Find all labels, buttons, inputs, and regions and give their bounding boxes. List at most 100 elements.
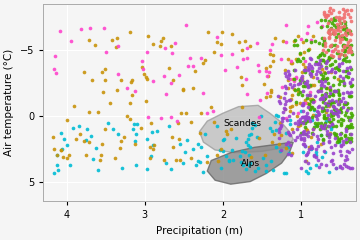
Point (338, 118, 344, 121)
Point (300, 109, 306, 113)
Point (132, 142, 138, 146)
Point (184, 138, 190, 142)
Point (328, 159, 334, 162)
Point (313, 155, 319, 158)
Point (89, 134, 94, 138)
Point (281, 171, 287, 175)
Point (329, 122, 335, 126)
Point (315, 144, 321, 147)
Point (293, 68, 298, 72)
Point (337, 108, 343, 112)
Point (342, 162, 347, 166)
Point (287, 98, 292, 102)
Point (278, 148, 284, 152)
Point (310, 126, 316, 130)
Point (297, 52, 302, 56)
Point (321, 53, 327, 57)
Point (211, 120, 216, 124)
Point (292, 83, 297, 87)
Point (239, 150, 245, 153)
Point (245, 144, 251, 147)
Point (289, 151, 294, 155)
Point (348, 136, 354, 140)
Point (133, 163, 139, 167)
Point (345, 75, 351, 79)
Point (329, 62, 335, 66)
Point (115, 72, 121, 76)
Point (334, 132, 339, 136)
Point (246, 163, 252, 167)
Point (347, 65, 353, 68)
Point (300, 94, 305, 97)
Point (285, 69, 291, 72)
Point (322, 121, 328, 125)
Point (343, 164, 349, 168)
Point (297, 60, 302, 63)
Point (309, 147, 314, 151)
Point (292, 121, 298, 125)
Point (180, 161, 186, 165)
Point (53, 71, 59, 75)
Point (300, 120, 306, 124)
Point (182, 150, 188, 154)
Point (315, 158, 321, 162)
Point (333, 70, 338, 73)
Point (321, 149, 327, 153)
Point (336, 102, 342, 106)
Point (268, 88, 274, 92)
Point (197, 131, 203, 134)
Polygon shape (199, 105, 293, 153)
Point (347, 45, 353, 48)
Point (161, 74, 166, 78)
Point (303, 127, 309, 131)
Point (294, 87, 300, 91)
Point (300, 131, 306, 135)
Point (299, 74, 305, 78)
Point (295, 57, 301, 60)
Point (348, 8, 354, 12)
Point (148, 154, 154, 158)
Point (337, 21, 343, 24)
Point (293, 102, 299, 106)
Point (337, 164, 343, 168)
Point (224, 132, 230, 136)
Point (57, 29, 63, 32)
Point (307, 97, 312, 101)
Point (267, 48, 273, 52)
Point (162, 46, 168, 50)
Point (240, 57, 246, 60)
Point (279, 85, 285, 89)
Point (283, 86, 289, 90)
Point (343, 29, 349, 33)
Point (236, 41, 242, 44)
Point (330, 32, 336, 36)
Point (269, 42, 274, 46)
Point (132, 139, 138, 143)
Point (287, 143, 293, 147)
Point (287, 98, 293, 102)
Point (118, 139, 124, 143)
Point (229, 32, 235, 36)
Point (341, 7, 346, 11)
Point (290, 111, 296, 115)
Point (303, 153, 309, 156)
Point (300, 56, 306, 60)
Point (145, 35, 151, 38)
Point (308, 64, 314, 68)
Point (309, 146, 315, 150)
Point (295, 90, 301, 93)
Point (319, 106, 325, 109)
Point (226, 159, 232, 163)
Point (144, 50, 150, 54)
Point (328, 91, 333, 95)
Point (337, 79, 342, 83)
Point (176, 137, 182, 141)
Point (332, 108, 338, 112)
Point (322, 77, 328, 81)
Point (190, 147, 196, 151)
Point (328, 17, 334, 21)
Point (323, 150, 328, 154)
Point (347, 166, 353, 170)
Point (342, 12, 347, 16)
Point (339, 16, 345, 20)
